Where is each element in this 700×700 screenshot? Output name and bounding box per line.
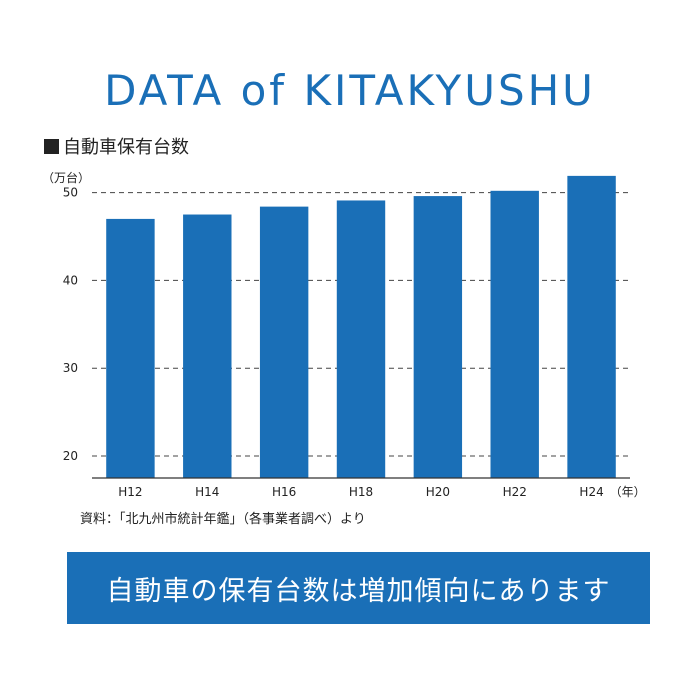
y-tick-label: 20 — [63, 449, 78, 463]
summary-banner: 自動車の保有台数は増加傾向にあります — [67, 552, 650, 624]
source-note: 資料：「北九州市統計年鑑」（各事業者調べ）より — [80, 512, 366, 527]
x-tick-label: H12 — [118, 485, 142, 499]
square-bullet-icon — [44, 139, 59, 154]
bar-h14 — [183, 214, 232, 479]
bar-h22 — [490, 190, 539, 478]
bar-h18 — [336, 200, 386, 479]
x-axis-unit: （年） — [610, 485, 646, 499]
bar-h12 — [106, 218, 155, 479]
bar-h20 — [413, 196, 463, 479]
chart-title-text: 自動車保有台数 — [63, 137, 189, 158]
x-tick-label: H18 — [349, 485, 373, 499]
x-tick-label: H22 — [503, 485, 527, 499]
y-axis-label: （万台） — [42, 170, 90, 185]
x-tick-label: H24 — [579, 485, 603, 499]
x-tick-label: H16 — [272, 485, 296, 499]
x-tick-label: H14 — [195, 485, 219, 499]
bar-h16 — [259, 206, 309, 479]
y-tick-label: 40 — [63, 273, 78, 287]
chart-title: 自動車保有台数 — [44, 133, 189, 159]
bar-chart: 20 30 40 50（万台） H12 H14 H16 H18 H20 H22 H24 （年） — [42, 170, 646, 499]
summary-banner-text: 自動車の保有台数は増加傾向にあります — [106, 575, 611, 607]
page-title: DATA of KITAKYUSHU — [104, 66, 596, 115]
x-tick-label: H20 — [426, 485, 450, 499]
y-tick-label: 50 — [63, 186, 78, 200]
y-tick-label: 30 — [63, 361, 78, 375]
bar-h24 — [567, 175, 616, 478]
